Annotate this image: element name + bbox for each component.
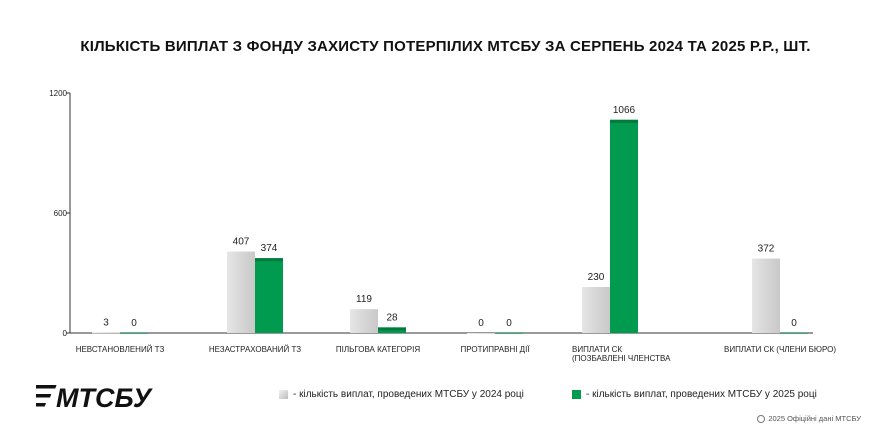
data-label-2025: 28 xyxy=(386,312,398,323)
bar-2024 xyxy=(227,251,255,333)
x-category-label: НЕВСТАНОВЛЕНИЙ ТЗ xyxy=(76,345,165,354)
bar-2024 xyxy=(92,332,120,334)
bar-2025 xyxy=(495,333,523,334)
legend-label-2024: - кількість виплат, проведених МТСБУ у 2… xyxy=(293,389,524,400)
logo-text: МТСБУ xyxy=(56,383,153,411)
bar-2024 xyxy=(582,287,610,333)
y-tick-label: 0 xyxy=(63,329,68,338)
data-label-2024: 3 xyxy=(103,317,109,328)
x-category-label: (ПОЗБАВЛЕНІ ЧЛЕНСТВА xyxy=(572,354,671,363)
legend-item-2025: - кількість виплат, проведених МТСБУ у 2… xyxy=(572,389,817,400)
data-label-2024: 372 xyxy=(758,244,775,255)
data-label-2025: 374 xyxy=(261,243,278,254)
x-category-label: ПРОТИПРАВНІ ДІЇ xyxy=(460,345,530,354)
bar-2025 xyxy=(780,333,808,334)
bar-2024 xyxy=(350,309,378,333)
x-category-label: ВИПЛАТИ СК xyxy=(572,345,622,354)
legend-swatch-2024 xyxy=(279,390,288,399)
x-category-label: ВИПЛАТИ СК (ЧЛЕНИ БЮРО) xyxy=(724,345,836,354)
legend-swatch-2025 xyxy=(572,390,581,399)
bar-2024 xyxy=(467,333,495,334)
footer: 2025 Офіційні дані МТСБУ xyxy=(757,414,861,423)
x-category-label: ПІЛЬГОВА КАТЕГОРІЯ xyxy=(336,345,420,354)
y-tick-label: 1200 xyxy=(49,89,67,98)
bar-2025 xyxy=(255,258,283,333)
bar-2025-cap xyxy=(255,258,283,262)
legend-label-2025: - кількість виплат, проведених МТСБУ у 2… xyxy=(586,389,817,400)
data-label-2025: 1066 xyxy=(613,105,636,116)
data-label-2025: 0 xyxy=(791,318,797,329)
y-tick-label: 600 xyxy=(54,209,68,218)
mtsbu-logo: МТСБУ xyxy=(36,383,153,411)
data-label-2024: 407 xyxy=(233,237,250,248)
data-label-2024: 119 xyxy=(356,294,372,305)
data-label-2025: 0 xyxy=(131,318,137,329)
data-label-2025: 0 xyxy=(506,318,512,329)
chart-title: КІЛЬКІСТЬ ВИПЛАТ З ФОНДУ ЗАХИСТУ ПОТЕРПІ… xyxy=(80,38,811,55)
data-label-2024: 0 xyxy=(478,318,484,329)
footer-text: 2025 Офіційні дані МТСБУ xyxy=(768,414,861,423)
legend-item-2024: - кількість виплат, проведених МТСБУ у 2… xyxy=(279,389,524,400)
bar-2025 xyxy=(610,119,638,333)
bar-2025 xyxy=(120,333,148,334)
data-label-2024: 230 xyxy=(588,272,605,283)
bar-2025-cap xyxy=(610,119,638,123)
bar-2025-cap xyxy=(378,327,406,331)
x-category-label: НЕЗАСТРАХОВАНИЙ ТЗ xyxy=(209,345,301,354)
copyright-icon xyxy=(757,414,766,423)
bar-2024 xyxy=(752,258,780,333)
